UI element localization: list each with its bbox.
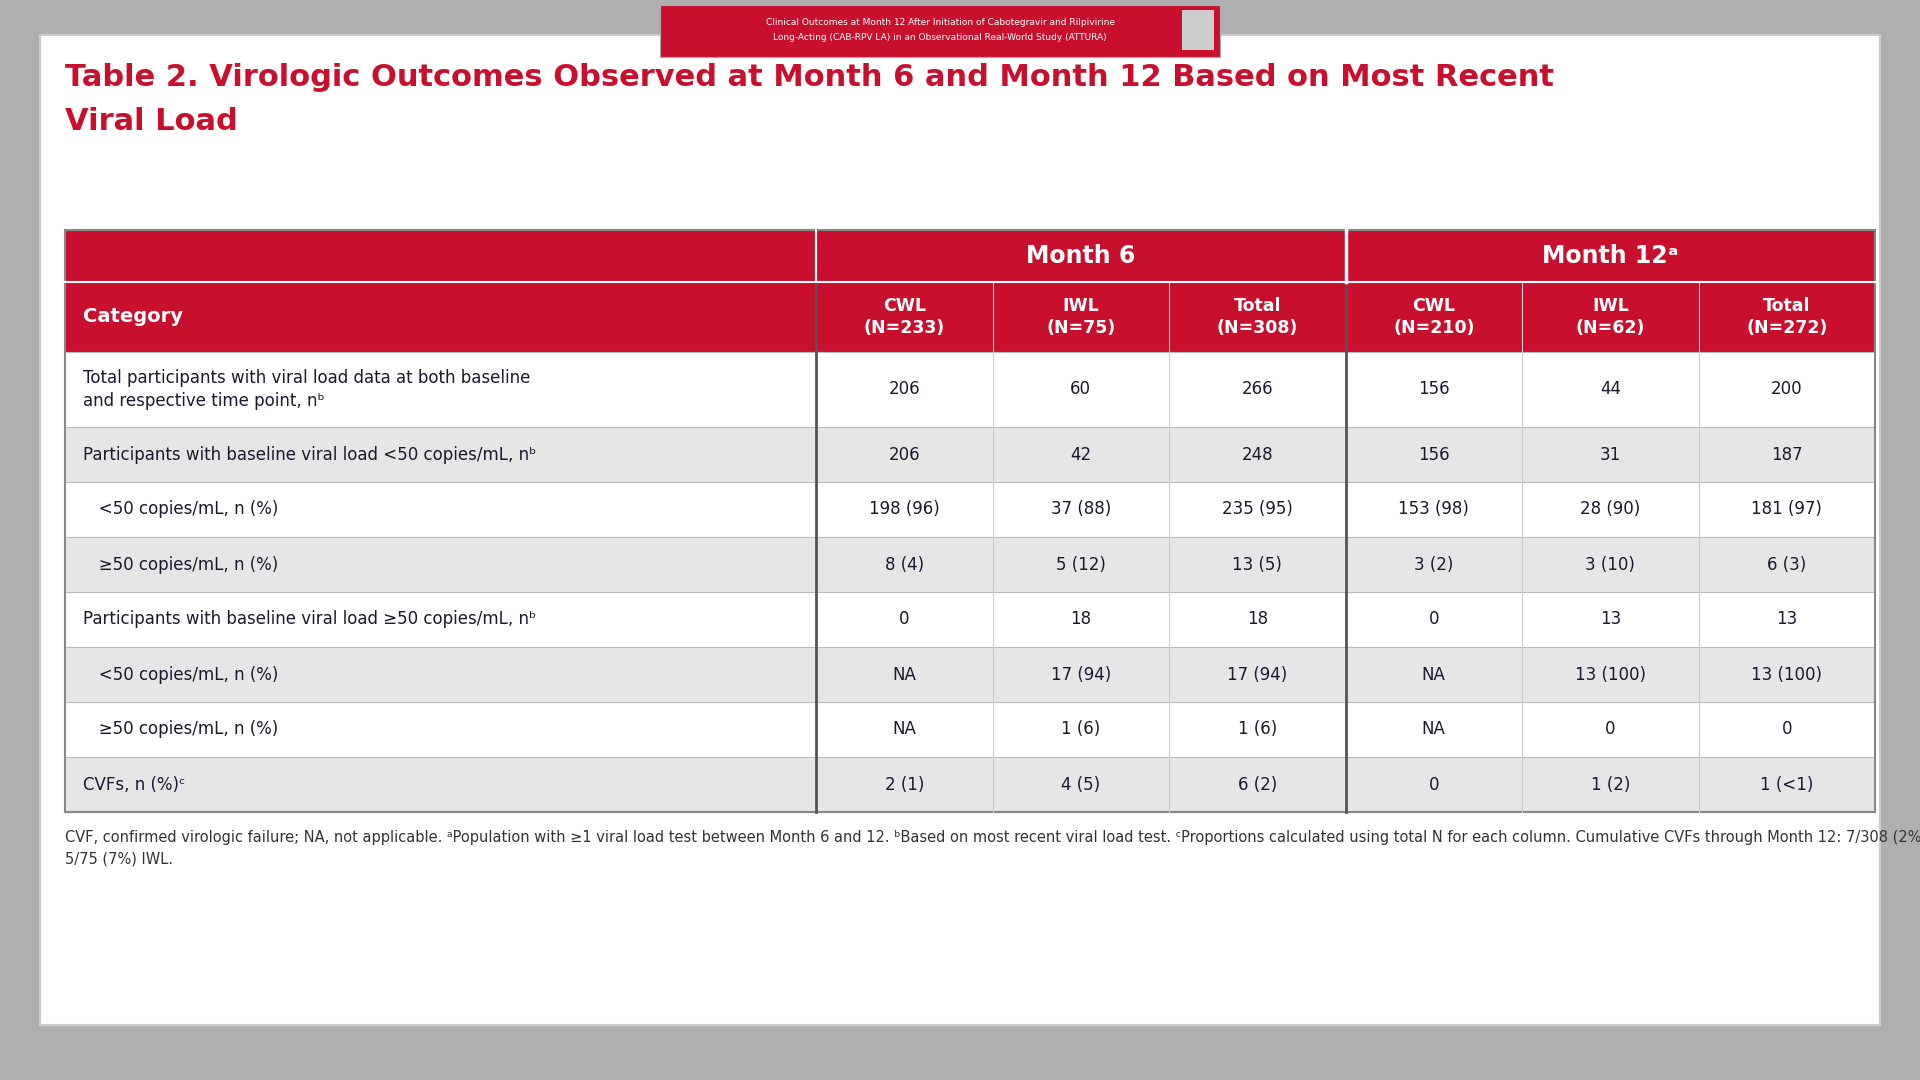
Text: Month 6: Month 6: [1025, 244, 1135, 268]
Text: 1 (<1): 1 (<1): [1761, 775, 1814, 794]
Text: 13: 13: [1599, 610, 1620, 629]
Text: 235 (95): 235 (95): [1221, 500, 1292, 518]
Text: NA: NA: [893, 720, 916, 739]
Text: Participants with baseline viral load <50 copies/mL, nᵇ: Participants with baseline viral load <5…: [83, 445, 536, 463]
Bar: [65, 702, 1876, 757]
Text: 153 (98): 153 (98): [1398, 500, 1469, 518]
Bar: [660, 5, 1219, 57]
Text: 1 (6): 1 (6): [1238, 720, 1277, 739]
Text: NA: NA: [1423, 665, 1446, 684]
Text: <50 copies/mL, n (%): <50 copies/mL, n (%): [83, 665, 278, 684]
Text: 198 (96): 198 (96): [870, 500, 939, 518]
Text: Participants with baseline viral load ≥50 copies/mL, nᵇ: Participants with baseline viral load ≥5…: [83, 610, 536, 629]
Bar: [1183, 10, 1213, 50]
Text: 4 (5): 4 (5): [1062, 775, 1100, 794]
Text: NA: NA: [1423, 720, 1446, 739]
Text: 17 (94): 17 (94): [1050, 665, 1112, 684]
Text: 0: 0: [1428, 775, 1440, 794]
Text: 200: 200: [1770, 380, 1803, 399]
Text: 13: 13: [1776, 610, 1797, 629]
Text: 181 (97): 181 (97): [1751, 500, 1822, 518]
Text: Clinical Outcomes at Month 12 After Initiation of Cabotegravir and Rilpivirine: Clinical Outcomes at Month 12 After Init…: [766, 18, 1114, 27]
Text: 37 (88): 37 (88): [1050, 500, 1112, 518]
Text: 3 (10): 3 (10): [1586, 555, 1636, 573]
Text: Table 2. Virologic Outcomes Observed at Month 6 and Month 12 Based on Most Recen: Table 2. Virologic Outcomes Observed at …: [65, 63, 1553, 92]
Bar: [65, 592, 1876, 647]
Text: 60: 60: [1069, 380, 1091, 399]
Text: 0: 0: [1428, 610, 1440, 629]
Text: 0: 0: [1605, 720, 1615, 739]
Bar: [816, 230, 1346, 282]
Text: CWL
(N=210): CWL (N=210): [1394, 297, 1475, 337]
Text: Viral Load: Viral Load: [65, 107, 238, 136]
Text: 18: 18: [1069, 610, 1091, 629]
Text: 1 (2): 1 (2): [1590, 775, 1630, 794]
Text: 206: 206: [889, 380, 920, 399]
Text: Category: Category: [83, 308, 182, 326]
Text: Long-Acting (CAB-RPV LA) in an Observational Real-World Study (ATTURA): Long-Acting (CAB-RPV LA) in an Observati…: [774, 33, 1106, 42]
Text: ≥50 copies/mL, n (%): ≥50 copies/mL, n (%): [83, 555, 278, 573]
Text: 1 (6): 1 (6): [1062, 720, 1100, 739]
Bar: [65, 482, 1876, 537]
Text: ≥50 copies/mL, n (%): ≥50 copies/mL, n (%): [83, 720, 278, 739]
Text: 5/75 (7%) IWL.: 5/75 (7%) IWL.: [65, 852, 173, 867]
Text: 18: 18: [1246, 610, 1267, 629]
Text: 0: 0: [1782, 720, 1791, 739]
Text: 5 (12): 5 (12): [1056, 555, 1106, 573]
Bar: [65, 427, 1876, 482]
Text: 42: 42: [1069, 445, 1091, 463]
Bar: [65, 757, 1876, 812]
Text: 156: 156: [1419, 445, 1450, 463]
Text: 31: 31: [1599, 445, 1620, 463]
Text: 2 (1): 2 (1): [885, 775, 924, 794]
Text: 44: 44: [1599, 380, 1620, 399]
Text: <50 copies/mL, n (%): <50 copies/mL, n (%): [83, 500, 278, 518]
Text: 156: 156: [1419, 380, 1450, 399]
Text: 0: 0: [899, 610, 910, 629]
Text: Total
(N=308): Total (N=308): [1217, 297, 1298, 337]
Text: 3 (2): 3 (2): [1415, 555, 1453, 573]
Text: CVF, confirmed virologic failure; NA, not applicable. ᵃPopulation with ≥1 viral : CVF, confirmed virologic failure; NA, no…: [65, 831, 1920, 845]
Text: 17 (94): 17 (94): [1227, 665, 1288, 684]
Text: IWL
(N=62): IWL (N=62): [1576, 297, 1645, 337]
Text: 6 (2): 6 (2): [1238, 775, 1277, 794]
Bar: [1346, 230, 1876, 282]
Bar: [65, 282, 1876, 352]
Text: Total
(N=272): Total (N=272): [1745, 297, 1828, 337]
Text: IWL
(N=75): IWL (N=75): [1046, 297, 1116, 337]
Bar: [65, 537, 1876, 592]
Text: CWL
(N=233): CWL (N=233): [864, 297, 945, 337]
Text: 13 (100): 13 (100): [1751, 665, 1822, 684]
Text: 206: 206: [889, 445, 920, 463]
Text: 13 (100): 13 (100): [1574, 665, 1645, 684]
Text: 6 (3): 6 (3): [1766, 555, 1807, 573]
Text: Month 12ᵃ: Month 12ᵃ: [1542, 244, 1678, 268]
Text: 13 (5): 13 (5): [1233, 555, 1283, 573]
Text: 248: 248: [1242, 445, 1273, 463]
Text: Total participants with viral load data at both baseline
and respective time poi: Total participants with viral load data …: [83, 368, 530, 410]
Text: 8 (4): 8 (4): [885, 555, 924, 573]
Bar: [65, 230, 816, 282]
Text: NA: NA: [893, 665, 916, 684]
Text: 187: 187: [1770, 445, 1803, 463]
Bar: [65, 647, 1876, 702]
Text: 266: 266: [1242, 380, 1273, 399]
Text: CVFs, n (%)ᶜ: CVFs, n (%)ᶜ: [83, 775, 184, 794]
Bar: [65, 352, 1876, 427]
Text: 28 (90): 28 (90): [1580, 500, 1640, 518]
